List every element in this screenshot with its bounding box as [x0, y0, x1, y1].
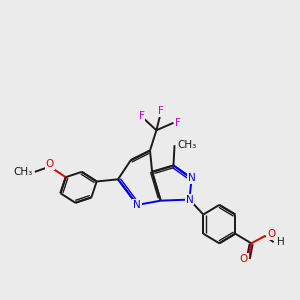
Text: O: O: [46, 159, 54, 170]
Text: CH₃: CH₃: [178, 140, 197, 150]
Text: O: O: [267, 229, 276, 239]
Text: H: H: [277, 237, 285, 247]
Text: F: F: [175, 118, 180, 128]
Text: F: F: [158, 106, 164, 116]
Text: N: N: [186, 195, 193, 205]
Text: F: F: [139, 111, 144, 122]
Text: N: N: [133, 200, 141, 210]
Text: O: O: [240, 254, 248, 264]
Text: CH₃: CH₃: [14, 167, 33, 177]
Text: N: N: [188, 173, 196, 183]
